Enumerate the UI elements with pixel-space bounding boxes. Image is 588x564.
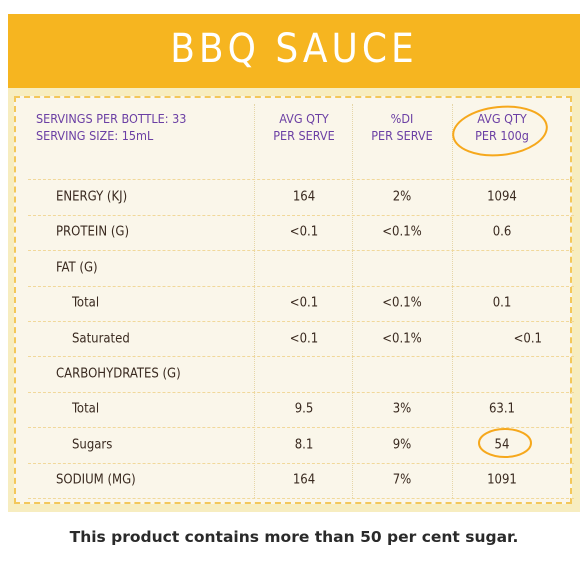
row-divider bbox=[28, 250, 574, 252]
row-label: CARBOHYDRATES (G) bbox=[56, 366, 181, 382]
nutrition-panel: SERVINGS PER BOTTLE: 33 SERVING SIZE: 15m… bbox=[8, 88, 580, 512]
column-header: AVG QTY bbox=[477, 111, 527, 126]
column-header: PER 100g bbox=[475, 128, 529, 143]
row-label: ENERGY (KJ) bbox=[56, 189, 128, 205]
row-divider bbox=[28, 320, 574, 322]
value: 1094 bbox=[487, 189, 517, 205]
sub-row-label: Sugars bbox=[72, 437, 113, 453]
value: 54 bbox=[494, 437, 510, 453]
row-divider bbox=[28, 214, 574, 216]
value: 0.1 bbox=[492, 295, 512, 311]
serving-info: SERVING SIZE: 15mL bbox=[36, 128, 154, 143]
value: <0.1% bbox=[382, 224, 422, 240]
value: 9.5 bbox=[294, 401, 314, 417]
sub-row-label: Total bbox=[72, 295, 100, 311]
value: 8.1 bbox=[294, 437, 314, 453]
value: 63.1 bbox=[488, 401, 516, 417]
value: <0.1 bbox=[289, 295, 319, 311]
value: <0.1% bbox=[382, 295, 422, 311]
value: 7% bbox=[392, 472, 412, 488]
row-divider bbox=[28, 179, 574, 181]
sub-row-label: Total bbox=[72, 401, 100, 417]
title: BBQ SAUCE bbox=[170, 26, 418, 72]
value: <0.1 bbox=[289, 224, 319, 240]
row-divider bbox=[28, 497, 574, 499]
column-divider bbox=[452, 104, 453, 498]
value: 164 bbox=[292, 189, 316, 205]
value: 2% bbox=[392, 189, 412, 205]
row-divider bbox=[28, 391, 574, 393]
column-header: PER SERVE bbox=[273, 128, 335, 143]
nutrition-table: SERVINGS PER BOTTLE: 33 SERVING SIZE: 15m… bbox=[14, 96, 574, 504]
column-header: AVG QTY bbox=[279, 111, 329, 126]
row-divider bbox=[28, 427, 574, 429]
footer-note: This product contains more than 50 per c… bbox=[69, 528, 519, 546]
column-header: %DI bbox=[390, 111, 414, 126]
column-divider bbox=[254, 104, 255, 498]
row-divider bbox=[28, 356, 574, 358]
value: 9% bbox=[392, 437, 412, 453]
value: 164 bbox=[292, 472, 316, 488]
value: 1091 bbox=[487, 472, 517, 488]
value: 0.6 bbox=[492, 224, 512, 240]
title-band: BBQ SAUCE bbox=[8, 14, 580, 88]
row-divider bbox=[28, 285, 574, 287]
value: 3% bbox=[392, 401, 412, 417]
row-label: PROTEIN (G) bbox=[56, 224, 130, 240]
column-header: PER SERVE bbox=[371, 128, 433, 143]
value: <0.1 bbox=[513, 331, 542, 347]
serving-info: SERVINGS PER BOTTLE: 33 bbox=[36, 111, 187, 126]
sub-row-label: Saturated bbox=[72, 331, 130, 347]
value: <0.1 bbox=[289, 331, 319, 347]
column-divider bbox=[352, 104, 353, 498]
row-divider bbox=[28, 462, 574, 464]
row-label: FAT (G) bbox=[56, 260, 98, 276]
value: <0.1% bbox=[382, 331, 422, 347]
row-label: SODIUM (MG) bbox=[56, 472, 136, 488]
